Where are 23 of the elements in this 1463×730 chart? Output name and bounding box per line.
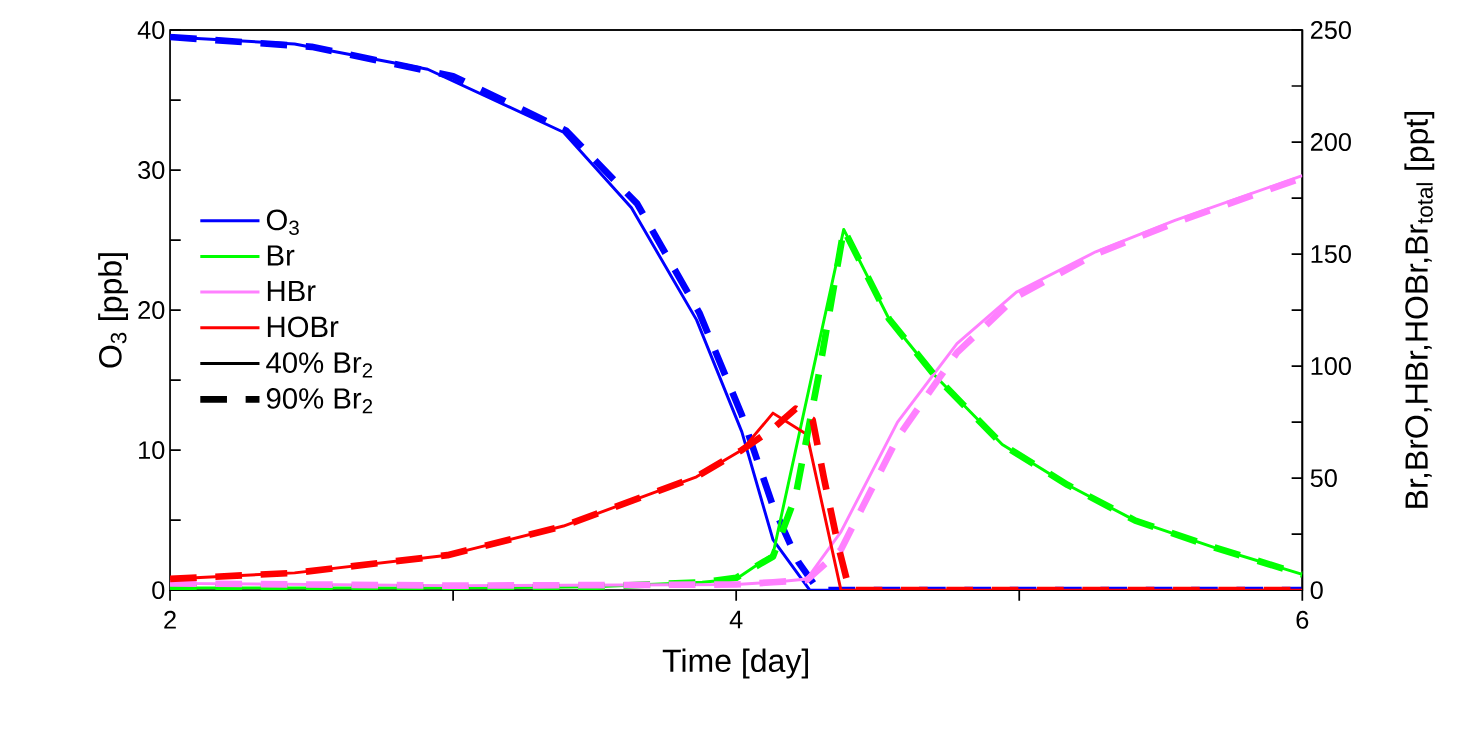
x-tick-label: 6	[1296, 610, 1309, 629]
y-tick-label: 40	[137, 20, 165, 39]
legend-label: HOBr	[267, 316, 339, 338]
y-axis-title: O$_{3}$ [ppb]	[98, 253, 128, 368]
y2-tick-label: 0	[1310, 581, 1323, 600]
y2-tick-label: 50	[1310, 469, 1337, 487]
x-axis-title: Time [day]	[662, 648, 808, 679]
y2-tick-label: 150	[1311, 245, 1351, 263]
legend-label: Br	[267, 245, 295, 266]
x-tick-label: 2	[164, 610, 176, 629]
legend-label: O$_{3}$	[266, 209, 299, 235]
y2-tick-label: 200	[1310, 132, 1351, 151]
y-tick-label: 0	[152, 581, 165, 600]
y-tick-label: 10	[139, 441, 165, 459]
x-tick-label: 4	[729, 610, 743, 629]
legend-label: HBr	[267, 280, 316, 302]
annotation: 90% Br$_{2}$	[266, 387, 373, 414]
annotation: 40% Br$_{2}$	[266, 352, 373, 378]
y-tick-label: 30	[138, 160, 165, 179]
y2-axis-title: Br,BrO,HBr,HOBr,Br$_{total}$ [ppt]	[1404, 112, 1435, 508]
y2-tick-label: 100	[1311, 357, 1351, 375]
y-tick-label: 20	[138, 301, 165, 319]
y2-tick-label: 250	[1310, 20, 1351, 39]
